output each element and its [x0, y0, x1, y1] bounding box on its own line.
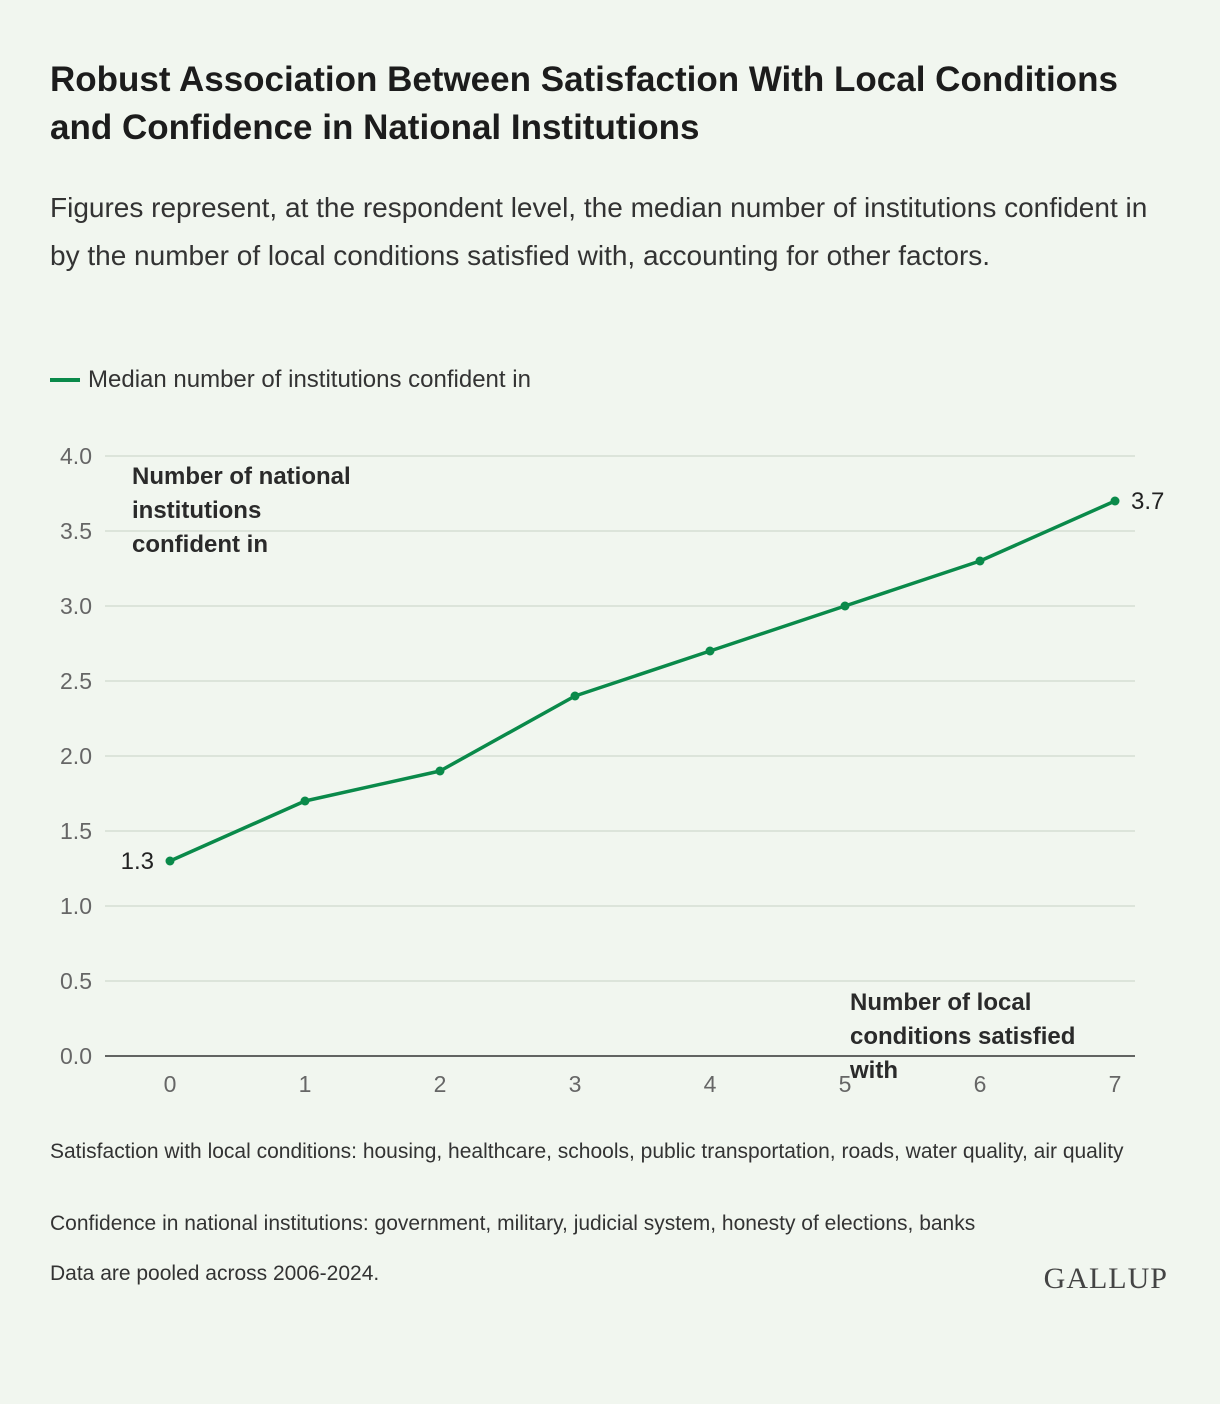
data-point [840, 601, 850, 611]
x-tick-label: 4 [704, 1071, 717, 1097]
x-tick-label: 0 [164, 1071, 177, 1097]
data-point [435, 766, 445, 776]
data-label: 1.3 [121, 848, 154, 875]
chart-title: Robust Association Between Satisfaction … [50, 60, 1118, 147]
legend-label: Median number of institutions confident … [88, 366, 531, 393]
data-label: 3.7 [1131, 488, 1164, 515]
legend: Median number of institutions confident … [50, 366, 531, 394]
chart-subtitle: Figures represent, at the respondent lev… [50, 192, 1148, 271]
note-institutions: Confidence in national institutions: gov… [50, 1212, 976, 1235]
legend-line-icon [50, 378, 80, 382]
y-tick-label: 2.0 [60, 743, 92, 769]
y-axis-title: Number of national institutions confident … [132, 463, 351, 558]
x-tick-label: 7 [1109, 1071, 1122, 1097]
x-tick-label: 5 [839, 1071, 852, 1097]
y-tick-label: 3.0 [60, 593, 92, 619]
y-tick-label: 2.5 [60, 668, 92, 694]
x-tick-label: 2 [434, 1071, 447, 1097]
note-data-pooled: Data are pooled across 2006-2024. [50, 1262, 380, 1285]
x-tick-label: 3 [569, 1071, 582, 1097]
note-local-conditions: Satisfaction with local conditions: hous… [50, 1140, 1124, 1163]
gallup-logo: GALLUP [1043, 1262, 1168, 1295]
y-tick-label: 1.5 [60, 818, 92, 844]
x-tick-label: 1 [299, 1071, 312, 1097]
y-tick-label: 4.0 [60, 443, 92, 469]
data-point [705, 646, 715, 656]
data-point [570, 691, 580, 701]
data-point [300, 796, 310, 806]
x-tick-label: 6 [974, 1071, 987, 1097]
data-point [1110, 496, 1120, 506]
y-tick-label: 3.5 [60, 518, 92, 544]
series-line [169, 499, 1116, 863]
y-tick-label: 1.0 [60, 893, 92, 919]
y-tick-label: 0.0 [60, 1043, 92, 1069]
data-point [975, 556, 985, 566]
y-tick-label: 0.5 [60, 968, 92, 994]
data-point [165, 856, 175, 866]
line-chart: 0.0 0.5 1.0 1.5 2.0 2.5 3.0 3.5 4.0 0 1 2 3 4 5 6 7 Numbe… [60, 443, 1164, 1097]
x-axis-title: Number of local conditions satisfied with [849, 989, 1075, 1084]
